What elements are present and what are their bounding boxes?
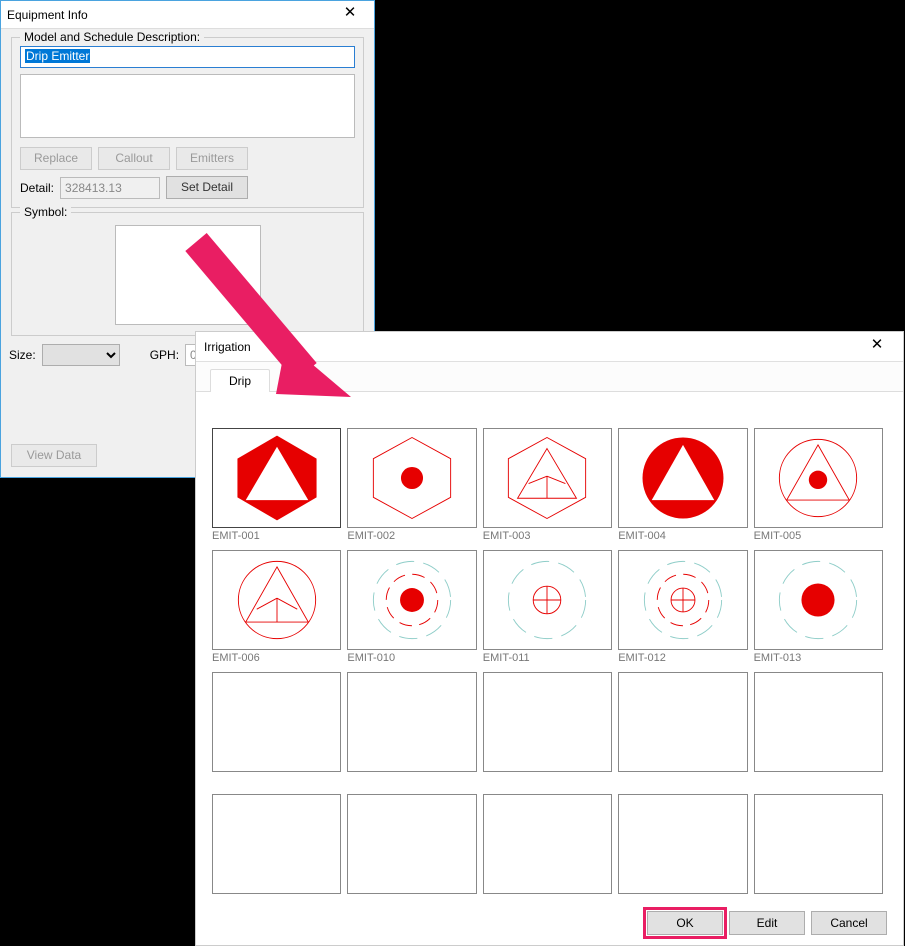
symbol-thumb-empty[interactable] [347, 794, 476, 894]
symbol-thumb-emit-006[interactable] [212, 550, 341, 650]
description-textarea[interactable] [20, 74, 355, 138]
symbol-cell: EMIT-011 [483, 550, 612, 666]
edit-button[interactable]: Edit [729, 911, 805, 935]
symbol-caption: EMIT-010 [347, 652, 476, 666]
symbol-cell [347, 794, 476, 897]
close-icon[interactable]: ✕ [859, 334, 895, 360]
symbol-caption [754, 774, 883, 788]
symbol-cell: EMIT-004 [618, 428, 747, 544]
symbol-thumb-emit-013[interactable] [754, 550, 883, 650]
callout-button[interactable]: Callout [98, 147, 170, 170]
symbol-thumb-empty[interactable] [483, 672, 612, 772]
symbol-cell: EMIT-005 [754, 428, 883, 544]
symbol-caption [754, 896, 883, 897]
symbol-caption: EMIT-013 [754, 652, 883, 666]
symbol-caption: EMIT-002 [347, 530, 476, 544]
symbol-thumb-empty[interactable] [212, 672, 341, 772]
symbol-cell [212, 672, 341, 788]
symbol-thumb-emit-010[interactable] [347, 550, 476, 650]
emitters-button[interactable]: Emitters [176, 147, 248, 170]
tab-drip[interactable]: Drip [210, 369, 270, 392]
symbol-thumb-emit-003[interactable] [483, 428, 612, 528]
symbol-thumb-empty[interactable] [754, 672, 883, 772]
symbol-cell: EMIT-006 [212, 550, 341, 666]
symbol-cell: EMIT-003 [483, 428, 612, 544]
symbol-caption: EMIT-003 [483, 530, 612, 544]
model-input[interactable]: Drip Emitter [20, 46, 355, 68]
cancel-button[interactable]: Cancel [811, 911, 887, 935]
symbol-thumb-emit-002[interactable] [347, 428, 476, 528]
symbol-thumb-empty[interactable] [347, 672, 476, 772]
symbol-thumb-empty[interactable] [618, 672, 747, 772]
symbol-thumb-emit-005[interactable] [754, 428, 883, 528]
symbol-caption [347, 896, 476, 897]
symbol-grid-scroll[interactable]: EMIT-001 EMIT-002 [210, 428, 885, 897]
symbol-cell [483, 794, 612, 897]
symbol-cell: EMIT-013 [754, 550, 883, 666]
symbol-cell [754, 672, 883, 788]
symbol-caption: EMIT-011 [483, 652, 612, 666]
equipment-title: Equipment Info [7, 8, 332, 22]
symbol-caption: EMIT-005 [754, 530, 883, 544]
set-detail-button[interactable]: Set Detail [166, 176, 248, 199]
symbol-grid: EMIT-001 EMIT-002 [210, 428, 885, 897]
symbol-cell [483, 672, 612, 788]
model-input-value: Drip Emitter [25, 49, 90, 63]
symbol-caption [483, 896, 612, 897]
symbol-caption [483, 774, 612, 788]
symbol-thumb-emit-004[interactable] [618, 428, 747, 528]
detail-field[interactable] [60, 177, 160, 199]
symbol-thumb-emit-011[interactable] [483, 550, 612, 650]
irrigation-tabstrip: Drip [196, 362, 903, 392]
view-data-button[interactable]: View Data [11, 444, 97, 467]
symbol-cell: EMIT-002 [347, 428, 476, 544]
symbol-thumb-emit-001[interactable] [212, 428, 341, 528]
model-legend: Model and Schedule Description: [20, 30, 204, 44]
irrigation-titlebar[interactable]: Irrigation ✕ [196, 332, 903, 362]
symbol-thumb-empty[interactable] [618, 794, 747, 894]
equipment-titlebar[interactable]: Equipment Info ✕ [1, 1, 374, 29]
symbol-caption [212, 896, 341, 897]
symbol-thumb-empty[interactable] [212, 794, 341, 894]
symbol-caption [212, 774, 341, 788]
size-label: Size: [9, 348, 36, 362]
symbol-legend: Symbol: [20, 205, 71, 219]
close-icon[interactable]: ✕ [332, 2, 368, 28]
symbol-thumb-emit-012[interactable] [618, 550, 747, 650]
detail-label: Detail: [20, 181, 54, 195]
symbol-cell [347, 672, 476, 788]
symbol-cell: EMIT-001 [212, 428, 341, 544]
symbol-cell: EMIT-012 [618, 550, 747, 666]
symbol-caption: EMIT-006 [212, 652, 341, 666]
symbol-caption [618, 774, 747, 788]
symbol-caption [618, 896, 747, 897]
irrigation-dialog: Irrigation ✕ Drip EMIT-001 [195, 331, 904, 946]
symbol-cell [618, 794, 747, 897]
symbol-thumb-empty[interactable] [483, 794, 612, 894]
symbol-caption [347, 774, 476, 788]
gph-label: GPH: [150, 348, 179, 362]
symbol-cell: EMIT-010 [347, 550, 476, 666]
symbol-cell [212, 794, 341, 897]
symbol-caption: EMIT-012 [618, 652, 747, 666]
size-select[interactable] [42, 344, 120, 366]
symbol-caption: EMIT-001 [212, 530, 341, 544]
symbol-preview[interactable] [115, 225, 261, 325]
irrigation-title: Irrigation [204, 340, 859, 354]
ok-button[interactable]: OK [647, 911, 723, 935]
irrigation-button-row: OK Edit Cancel [647, 911, 887, 935]
symbol-cell [618, 672, 747, 788]
symbol-cell [754, 794, 883, 897]
symbol-caption: EMIT-004 [618, 530, 747, 544]
symbol-thumb-empty[interactable] [754, 794, 883, 894]
replace-button[interactable]: Replace [20, 147, 92, 170]
symbol-fieldset: Symbol: [11, 212, 364, 336]
model-schedule-fieldset: Model and Schedule Description: Drip Emi… [11, 37, 364, 208]
